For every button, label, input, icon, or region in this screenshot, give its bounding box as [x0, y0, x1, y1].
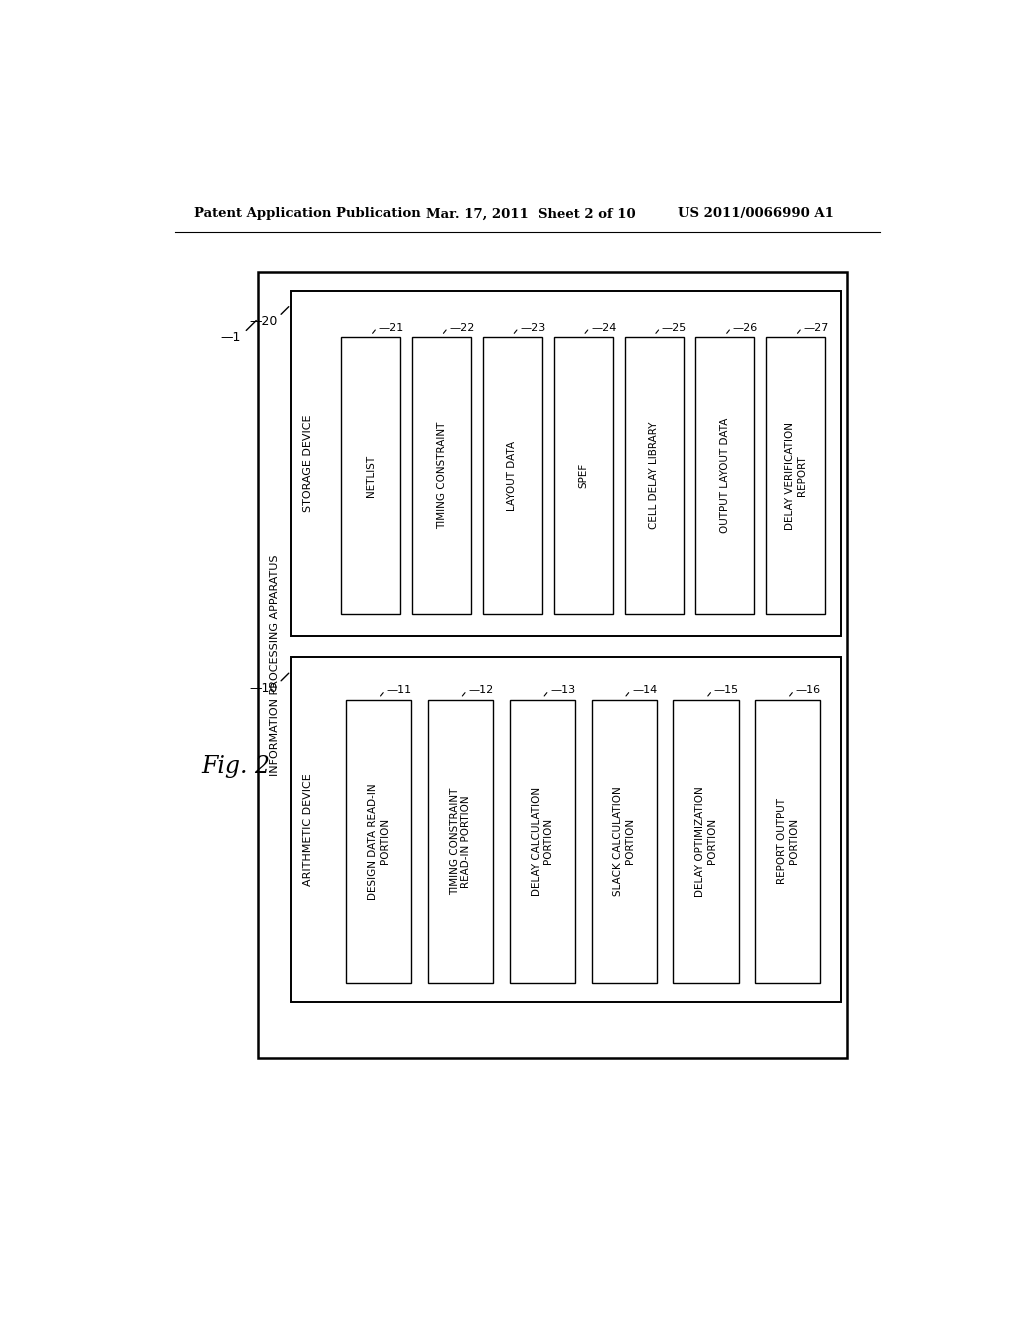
Text: —22: —22: [450, 323, 475, 333]
Text: US 2011/0066990 A1: US 2011/0066990 A1: [678, 207, 835, 220]
Text: SLACK CALCULATION
PORTION: SLACK CALCULATION PORTION: [613, 787, 635, 896]
Bar: [346, 700, 412, 983]
Text: —16: —16: [796, 685, 820, 696]
Bar: [291, 657, 841, 1002]
Text: —15: —15: [714, 685, 739, 696]
Text: OUTPUT LAYOUT DATA: OUTPUT LAYOUT DATA: [720, 418, 730, 533]
Text: INFORMATION PROCESSING APPARATUS: INFORMATION PROCESSING APPARATUS: [270, 554, 281, 776]
Bar: [413, 337, 471, 614]
Text: —1: —1: [221, 331, 241, 345]
Text: CELL DELAY LIBRARY: CELL DELAY LIBRARY: [649, 422, 659, 529]
Text: —24: —24: [591, 323, 616, 333]
Text: DELAY CALCULATION
PORTION: DELAY CALCULATION PORTION: [531, 787, 553, 896]
Text: —27: —27: [804, 323, 828, 333]
Text: ARITHMETIC DEVICE: ARITHMETIC DEVICE: [303, 774, 312, 886]
Text: DELAY OPTIMIZATION
PORTION: DELAY OPTIMIZATION PORTION: [695, 785, 717, 896]
Text: —23: —23: [520, 323, 546, 333]
Text: —12: —12: [468, 685, 494, 696]
Text: TIMING CONSTRAINT: TIMING CONSTRAINT: [436, 422, 446, 529]
Text: —14: —14: [632, 685, 657, 696]
Text: —20: —20: [249, 315, 278, 329]
Text: TIMING CONSTRAINT
READ-IN PORTION: TIMING CONSTRAINT READ-IN PORTION: [450, 788, 471, 895]
Text: NETLIST: NETLIST: [366, 454, 376, 496]
Bar: [258, 272, 847, 1057]
Text: Mar. 17, 2011  Sheet 2 of 10: Mar. 17, 2011 Sheet 2 of 10: [426, 207, 636, 220]
Text: LAYOUT DATA: LAYOUT DATA: [508, 441, 517, 511]
Bar: [483, 337, 542, 614]
Text: —13: —13: [550, 685, 575, 696]
Text: SPEF: SPEF: [579, 463, 589, 488]
Text: —25: —25: [662, 323, 687, 333]
Text: STORAGE DEVICE: STORAGE DEVICE: [303, 414, 312, 512]
Bar: [625, 337, 684, 614]
Text: —26: —26: [733, 323, 758, 333]
Bar: [756, 700, 820, 983]
Bar: [554, 337, 612, 614]
Bar: [766, 337, 825, 614]
Bar: [510, 700, 574, 983]
Text: REPORT OUTPUT
PORTION: REPORT OUTPUT PORTION: [777, 799, 799, 884]
Bar: [695, 337, 755, 614]
Bar: [291, 290, 841, 636]
Text: Fig. 2: Fig. 2: [202, 755, 270, 779]
Bar: [341, 337, 400, 614]
Text: DESIGN DATA READ-IN
PORTION: DESIGN DATA READ-IN PORTION: [368, 783, 389, 900]
Text: DELAY VERIFICATION
REPORT: DELAY VERIFICATION REPORT: [785, 421, 807, 529]
Bar: [428, 700, 494, 983]
Text: —21: —21: [379, 323, 403, 333]
Text: Patent Application Publication: Patent Application Publication: [194, 207, 421, 220]
Bar: [592, 700, 656, 983]
Text: —11: —11: [386, 685, 412, 696]
Bar: [674, 700, 738, 983]
Text: —10: —10: [249, 681, 278, 694]
